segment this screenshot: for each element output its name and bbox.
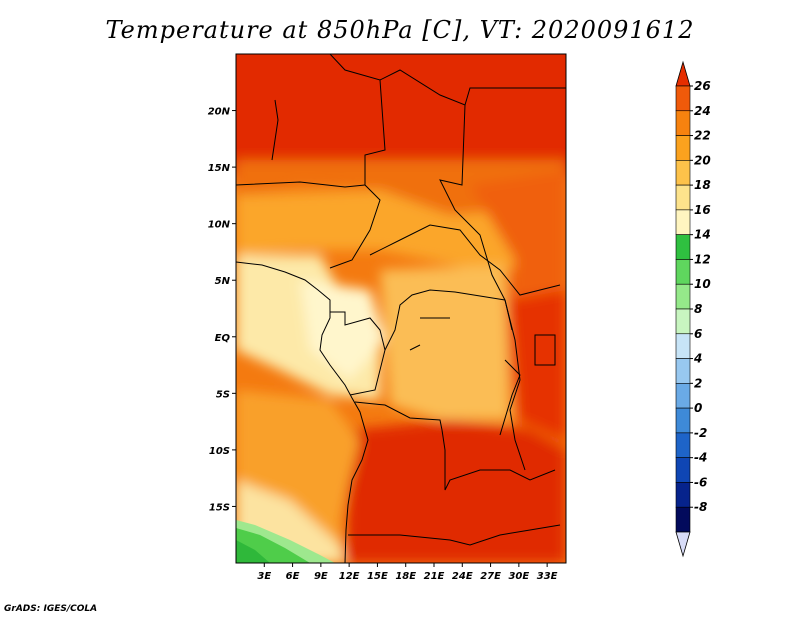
lat-tick-label: 10S (209, 446, 230, 457)
lat-tick-label: 10N (208, 220, 231, 231)
colorbar-label: 26 (694, 79, 711, 93)
colorbar-swatch (675, 234, 691, 260)
field-south-hot (345, 420, 566, 563)
border-car (369, 224, 561, 296)
lat-tick-label: 5S (216, 389, 230, 400)
lon-tick-label: 12E (339, 571, 360, 582)
border-angola-zambia (354, 401, 556, 491)
coastlines-borders (236, 54, 566, 563)
colorbar-label: -8 (694, 500, 707, 514)
border-drc-north (384, 289, 506, 351)
colorbar-label: 4 (693, 352, 702, 366)
rivers (409, 317, 450, 351)
border-sahel (236, 181, 366, 188)
border-north (271, 54, 566, 161)
lon-tick-label: 6E (286, 571, 300, 582)
colorbar-swatch (675, 383, 691, 409)
coastline-west (236, 261, 369, 563)
colorbar-label: 20 (694, 153, 711, 167)
colorbar-label: 0 (694, 401, 702, 415)
lat-tick-label: 5N (215, 276, 231, 287)
lon-tick-label: 21E (424, 571, 445, 582)
field-central (236, 190, 566, 270)
colorbar-swatch (675, 160, 691, 186)
field-coast-coolest (300, 280, 385, 380)
colorbar-label: 22 (694, 129, 711, 143)
map-frame (235, 53, 567, 564)
lon-tick-label: 33E (537, 571, 558, 582)
colorbar-swatch (675, 506, 691, 533)
latitude-axis: 20N 15N 10N 5N EQ 5S 10S 15S (208, 107, 236, 513)
field-congo (380, 265, 510, 420)
colorbar-swatch (675, 283, 691, 310)
chart-title: Temperature at 850hPa [C], VT: 202009161… (105, 16, 695, 44)
colorbar-swatch (675, 209, 691, 235)
colorbar-label: 14 (694, 228, 711, 242)
lat-tick-label: 15N (208, 163, 231, 174)
colorbar-swatch (675, 85, 691, 112)
colorbar-swatch (675, 333, 691, 359)
colorbar-label: 10 (694, 277, 711, 291)
field-green-core (236, 540, 270, 563)
colorbar-swatch (675, 184, 691, 211)
colorbar-label: -2 (694, 426, 707, 440)
lat-tick-label: 15S (209, 502, 230, 513)
lon-tick-label: 24E (452, 571, 473, 582)
colorbar-swatch (675, 358, 691, 384)
colorbar-label: 24 (694, 104, 711, 118)
colorbar-label: -6 (694, 475, 707, 489)
lake-tanganyika (499, 359, 521, 436)
colorbar-swatch (675, 482, 691, 508)
colorbar-swatch (675, 457, 691, 483)
lon-tick-label: 27E (480, 571, 501, 582)
colorbar-top-arrow (675, 60, 691, 87)
colorbar-label: 8 (694, 302, 702, 316)
colorbar-swatch (675, 135, 691, 161)
colorbar-swatch (675, 407, 691, 434)
lat-tick-label: EQ (215, 333, 231, 344)
border-namibia (348, 524, 561, 546)
colorbar-label: 18 (694, 178, 711, 192)
border-sudan (439, 104, 513, 331)
longitude-axis: 3E 6E 9E 12E 15E 18E 21E 24E 27E 30E 33E (257, 563, 558, 582)
field-sahara (236, 54, 566, 175)
colorbar-label: 2 (694, 376, 702, 390)
temperature-field (236, 54, 566, 563)
lon-tick-label: 15E (367, 571, 388, 582)
colorbar-bottom-arrow (675, 531, 691, 558)
border-chad-niger (329, 79, 386, 269)
lon-tick-label: 18E (395, 571, 416, 582)
grads-credit: GrADS: IGES/COLA (4, 604, 98, 614)
colorbar-swatch (675, 308, 691, 335)
lon-tick-label: 9E (314, 571, 328, 582)
lat-tick-label: 20N (208, 107, 231, 118)
colorbar-swatch (675, 110, 691, 136)
colorbar-swatch (675, 432, 691, 458)
border-gabon-congo (330, 311, 386, 396)
lon-tick-label: 30E (508, 571, 529, 582)
colorbar-swatch (675, 259, 691, 285)
colorbar-label: 16 (694, 203, 711, 217)
border-east-lakes (504, 299, 526, 471)
lake-victoria (534, 334, 556, 366)
colorbar-label: -4 (694, 451, 707, 465)
colorbar-label: 12 (694, 252, 711, 266)
lon-tick-label: 3E (257, 571, 271, 582)
colorbar-label: 6 (694, 327, 702, 341)
